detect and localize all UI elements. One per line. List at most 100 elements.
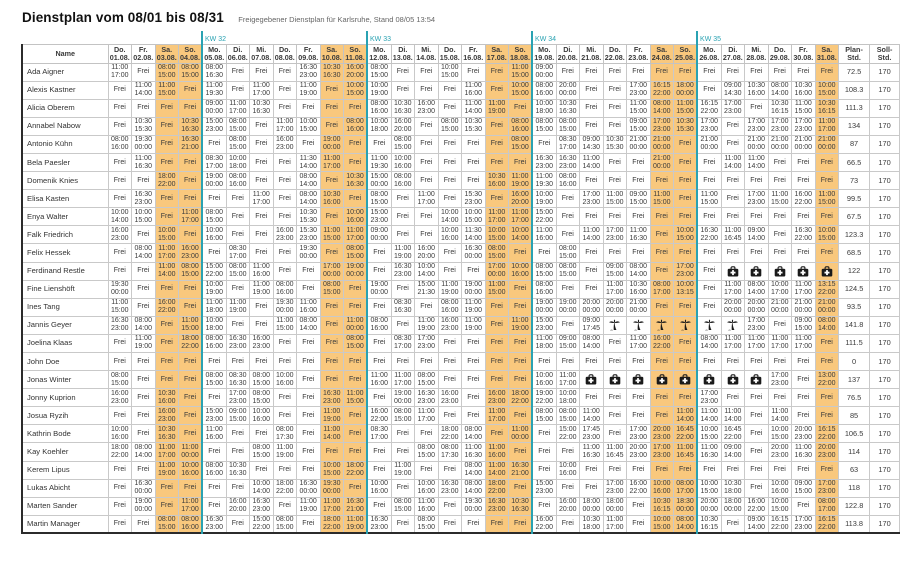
shift-cell[interactable]: 18:00 00:00 <box>720 496 746 516</box>
shift-cell[interactable]: Frei <box>791 62 816 82</box>
shift-cell[interactable]: Frei <box>225 189 251 209</box>
shift-cell[interactable]: Frei <box>178 351 203 372</box>
shift-cell[interactable]: Frei <box>390 80 416 100</box>
shift-cell[interactable]: 08:30 17:00 <box>225 243 251 263</box>
shift-cell[interactable]: 11:00 16:30 <box>626 225 651 245</box>
shift-cell[interactable]: Frei <box>319 315 345 335</box>
shift-cell[interactable]: 11:00 19:30 <box>531 171 557 191</box>
shift-cell[interactable]: 10:00 15:00 <box>131 207 156 227</box>
shift-cell[interactable]: 11:00 17:00 <box>390 370 416 390</box>
shift-cell[interactable]: 11:00 17:00 <box>249 80 274 100</box>
shift-cell[interactable]: Frei <box>720 189 746 209</box>
shift-cell[interactable]: 11:00 14:00 <box>720 406 746 426</box>
shift-cell[interactable]: Frei <box>178 370 203 390</box>
shift-cell[interactable]: 11:00 14:00 <box>579 152 604 173</box>
shift-cell[interactable]: 20:00 23:00 <box>767 442 793 462</box>
shift-cell[interactable]: Frei <box>720 514 746 534</box>
shift-cell[interactable]: 15:00 21:30 <box>414 279 439 299</box>
shift-cell[interactable]: 08:00 15:00 <box>319 279 345 299</box>
sick-shift-cell[interactable] <box>720 370 746 390</box>
shift-cell[interactable]: 08:00 17:00 <box>673 478 698 498</box>
shift-cell[interactable]: 11:00 17:00 <box>508 207 533 227</box>
shift-cell[interactable]: Frei <box>414 225 439 245</box>
shift-cell[interactable]: 10:00 19:00 <box>531 189 557 209</box>
shift-cell[interactable]: 11:00 18:00 <box>531 333 557 354</box>
shift-cell[interactable]: Frei <box>225 279 251 299</box>
shift-cell[interactable]: Frei <box>296 134 321 154</box>
shift-cell[interactable]: Frei <box>673 207 698 227</box>
shift-cell[interactable]: Frei <box>626 388 651 408</box>
shift-cell[interactable]: 16:00 23:00 <box>249 333 274 354</box>
shift-cell[interactable]: 10:30 16:00 <box>319 189 345 209</box>
shift-cell[interactable]: 11:00 16:00 <box>366 370 392 390</box>
shift-cell[interactable]: Frei <box>579 460 604 480</box>
shift-cell[interactable]: Frei <box>602 207 628 227</box>
shift-cell[interactable]: Frei <box>508 370 533 390</box>
shift-cell[interactable]: 16:00 20:00 <box>225 496 251 516</box>
shift-cell[interactable]: 21:00 00:00 <box>626 297 651 317</box>
shift-cell[interactable]: 08:00 16:00 <box>200 333 227 354</box>
shift-cell[interactable]: 11:30 14:00 <box>461 225 486 245</box>
shift-cell[interactable]: Frei <box>744 478 769 498</box>
shift-cell[interactable]: 16:00 22:00 <box>791 189 816 209</box>
shift-cell[interactable]: Frei <box>414 116 439 136</box>
shift-cell[interactable]: Frei <box>626 496 651 516</box>
shift-cell[interactable]: 08:00 16:00 <box>531 279 557 299</box>
shift-cell[interactable]: 08:00 14:00 <box>673 514 698 534</box>
shift-cell[interactable]: 11:00 14:00 <box>767 406 793 426</box>
shift-cell[interactable]: 11:00 00:00 <box>343 315 368 335</box>
shift-cell[interactable]: 09:00 14:30 <box>720 80 746 100</box>
shift-cell[interactable]: Frei <box>296 351 321 372</box>
sick-shift-cell[interactable] <box>744 370 769 390</box>
shift-cell[interactable]: 11:00 14:00 <box>484 460 510 480</box>
shift-cell[interactable]: 17:00 23:00 <box>744 189 769 209</box>
shift-cell[interactable]: 16:45 22:00 <box>673 424 698 444</box>
shift-cell[interactable]: Frei <box>579 98 604 118</box>
shift-cell[interactable]: Frei <box>720 116 746 136</box>
shift-cell[interactable]: Frei <box>366 297 392 317</box>
shift-cell[interactable]: 15:00 22:00 <box>531 207 557 227</box>
shift-cell[interactable]: Frei <box>720 351 746 372</box>
shift-cell[interactable]: Frei <box>791 207 816 227</box>
shift-cell[interactable]: 16:30 23:00 <box>555 152 581 173</box>
shift-cell[interactable]: Frei <box>154 98 179 118</box>
shift-cell[interactable]: Frei <box>696 80 722 100</box>
shift-cell[interactable]: Frei <box>249 297 274 317</box>
shift-cell[interactable]: Frei <box>272 333 298 354</box>
shift-cell[interactable]: Frei <box>200 243 227 263</box>
shift-cell[interactable]: Frei <box>414 460 439 480</box>
shift-cell[interactable]: Frei <box>673 351 698 372</box>
shift-cell[interactable]: Frei <box>249 225 274 245</box>
shift-cell[interactable]: Frei <box>744 351 769 372</box>
shift-cell[interactable]: Frei <box>508 442 533 462</box>
shift-cell[interactable]: Frei <box>484 116 510 136</box>
shift-cell[interactable]: Frei <box>178 80 203 100</box>
shift-cell[interactable]: 08:00 15:00 <box>508 134 533 154</box>
shift-cell[interactable]: Frei <box>720 388 746 408</box>
shift-cell[interactable]: 11:00 17:00 <box>720 279 746 299</box>
shift-cell[interactable]: 18:00 22:00 <box>178 333 203 354</box>
shift-cell[interactable]: Frei <box>107 116 132 136</box>
shift-cell[interactable]: Frei <box>178 279 203 299</box>
shift-cell[interactable]: 09:00 15:00 <box>626 189 651 209</box>
shift-cell[interactable]: Frei <box>508 152 533 173</box>
shift-cell[interactable]: 08:00 15:00 <box>484 243 510 263</box>
shift-cell[interactable]: Frei <box>107 80 132 100</box>
shift-cell[interactable]: 11:00 17:00 <box>602 279 628 299</box>
shift-cell[interactable]: Frei <box>673 134 698 154</box>
shift-cell[interactable]: Frei <box>414 424 439 444</box>
shift-cell[interactable]: 10:00 16:00 <box>366 478 392 498</box>
shift-cell[interactable]: Frei <box>626 152 651 173</box>
shift-cell[interactable]: 17:00 23:00 <box>414 333 439 354</box>
shift-cell[interactable]: 11:00 15:00 <box>626 98 651 118</box>
shift-cell[interactable]: Frei <box>390 442 416 462</box>
shift-cell[interactable]: 10:00 15:00 <box>814 80 840 100</box>
shift-cell[interactable]: 20:00 23:00 <box>626 442 651 462</box>
shift-cell[interactable]: Frei <box>814 171 840 191</box>
shift-cell[interactable]: 08:00 15:00 <box>225 261 251 281</box>
shift-cell[interactable]: Frei <box>343 189 368 209</box>
shift-cell[interactable]: Frei <box>720 134 746 154</box>
shift-cell[interactable]: 08:00 17:00 <box>649 279 675 299</box>
shift-cell[interactable]: 11:00 15:00 <box>272 315 298 335</box>
shift-cell[interactable]: Frei <box>555 279 581 299</box>
